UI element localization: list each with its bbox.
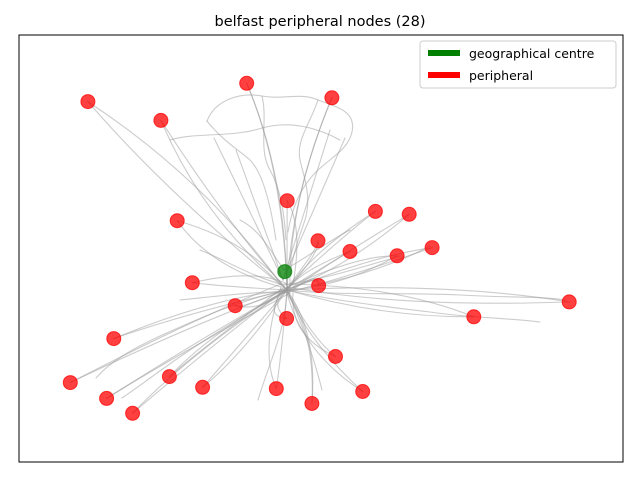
street-edge (206, 120, 277, 241)
street-edge (160, 119, 285, 288)
axes-frame (18, 34, 624, 463)
street-edge (169, 124, 341, 141)
legend-label-peripheral: peripheral (469, 68, 533, 83)
street-edge (206, 94, 354, 233)
street-edge (199, 249, 401, 286)
peripheral-node (279, 193, 295, 209)
peripheral-node (99, 390, 115, 406)
peripheral-node (153, 112, 169, 128)
street-edge (261, 95, 287, 241)
street-network-edges (69, 82, 570, 414)
data-points (62, 75, 577, 421)
peripheral-node (239, 75, 255, 91)
peripheral-node (310, 233, 326, 249)
peripheral-node (106, 331, 122, 347)
peripheral-node (324, 90, 340, 106)
peripheral-node (355, 384, 371, 399)
street-edge (191, 275, 288, 285)
legend-label-geographical-centre: geographical centre (469, 46, 595, 61)
peripheral-node (125, 405, 141, 421)
peripheral-node (195, 379, 211, 395)
peripheral-node (62, 375, 78, 391)
peripheral-node (80, 94, 96, 110)
street-edge (213, 137, 284, 281)
street-edge (286, 289, 475, 318)
street-edge (87, 101, 282, 285)
peripheral-node (424, 240, 440, 256)
peripheral-node (161, 369, 177, 385)
peripheral-node (184, 275, 200, 291)
street-edge (106, 292, 291, 399)
geographical-centre-node (277, 264, 293, 280)
street-edge (202, 289, 288, 388)
street-edge (176, 220, 288, 291)
street-edge (121, 289, 288, 399)
street-edge (168, 286, 285, 378)
street-edge (289, 99, 319, 276)
peripheral-node (311, 278, 327, 294)
chart-title: belfast peripheral nodes (28) (214, 14, 425, 30)
street-edge (319, 245, 431, 285)
street-edge (286, 289, 541, 323)
peripheral-node (169, 213, 185, 229)
street-edge (69, 289, 288, 384)
legend: geographical centre peripheral (419, 40, 617, 89)
street-edge (202, 289, 288, 388)
peripheral-node (328, 349, 343, 364)
street-edge (257, 289, 288, 401)
street-edge (286, 289, 567, 301)
street-edge (282, 137, 346, 281)
street-edge (235, 149, 284, 281)
street-edge (286, 292, 364, 393)
street-edge (246, 82, 288, 291)
street-edge (283, 283, 475, 318)
street-edge (176, 220, 282, 288)
peripheral-node (389, 248, 405, 264)
peripheral-node (304, 396, 320, 411)
peripheral-node (401, 206, 417, 222)
peripheral-node (342, 244, 358, 259)
plot-area (18, 34, 624, 463)
peripheral-node (561, 294, 577, 310)
peripheral-node (279, 311, 295, 326)
street-edge (95, 289, 288, 379)
street-edge (87, 101, 288, 291)
peripheral-node (268, 381, 284, 397)
street-edge (268, 286, 282, 390)
street-edge (292, 250, 351, 288)
street-edge (282, 129, 331, 281)
street-edge (286, 289, 323, 391)
peripheral-node (466, 309, 482, 325)
legend-box (419, 40, 617, 89)
peripheral-node (227, 298, 243, 314)
peripheral-node (367, 203, 383, 219)
street-edge (179, 291, 285, 301)
